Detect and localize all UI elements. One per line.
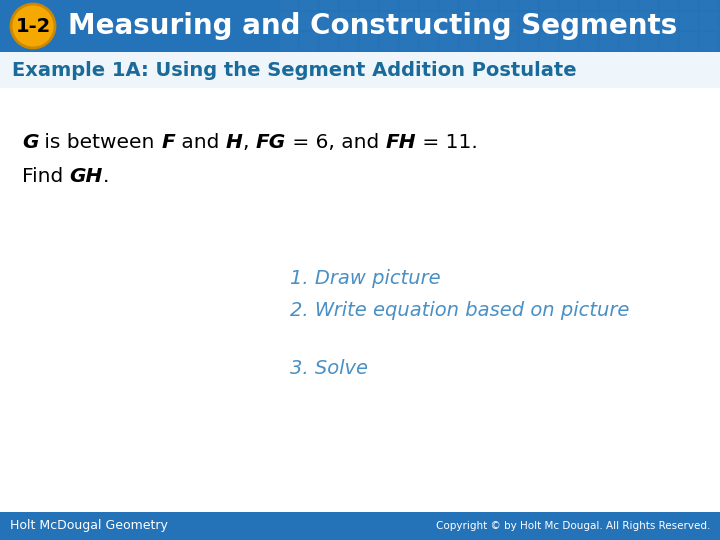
FancyBboxPatch shape: [560, 0, 578, 10]
FancyBboxPatch shape: [300, 0, 318, 10]
FancyBboxPatch shape: [560, 12, 578, 30]
FancyBboxPatch shape: [300, 12, 318, 30]
FancyBboxPatch shape: [480, 12, 498, 30]
FancyBboxPatch shape: [520, 12, 538, 30]
FancyBboxPatch shape: [360, 32, 378, 50]
FancyBboxPatch shape: [280, 0, 298, 10]
FancyBboxPatch shape: [400, 12, 418, 30]
FancyBboxPatch shape: [680, 12, 698, 30]
FancyBboxPatch shape: [360, 12, 378, 30]
FancyBboxPatch shape: [420, 32, 438, 50]
FancyBboxPatch shape: [540, 32, 558, 50]
Text: H: H: [226, 133, 243, 152]
FancyBboxPatch shape: [0, 512, 720, 540]
FancyBboxPatch shape: [400, 32, 418, 50]
Text: G: G: [22, 133, 38, 152]
FancyBboxPatch shape: [320, 32, 338, 50]
Text: FH: FH: [385, 133, 416, 152]
Text: 1-2: 1-2: [15, 17, 50, 36]
FancyBboxPatch shape: [500, 32, 518, 50]
FancyBboxPatch shape: [700, 0, 718, 10]
FancyBboxPatch shape: [320, 12, 338, 30]
FancyBboxPatch shape: [480, 32, 498, 50]
Text: FG: FG: [256, 133, 286, 152]
Text: Measuring and Constructing Segments: Measuring and Constructing Segments: [68, 12, 678, 40]
FancyBboxPatch shape: [520, 0, 538, 10]
Text: ,: ,: [243, 133, 256, 152]
FancyBboxPatch shape: [680, 32, 698, 50]
Text: and: and: [175, 133, 226, 152]
FancyBboxPatch shape: [420, 0, 438, 10]
Text: Example 1A: Using the Segment Addition Postulate: Example 1A: Using the Segment Addition P…: [12, 60, 577, 79]
FancyBboxPatch shape: [0, 52, 720, 88]
FancyBboxPatch shape: [600, 12, 618, 30]
FancyBboxPatch shape: [540, 0, 558, 10]
FancyBboxPatch shape: [560, 32, 578, 50]
Text: .: .: [103, 167, 109, 186]
FancyBboxPatch shape: [500, 12, 518, 30]
FancyBboxPatch shape: [400, 0, 418, 10]
FancyBboxPatch shape: [600, 0, 618, 10]
Text: = 6, and: = 6, and: [286, 133, 385, 152]
FancyBboxPatch shape: [620, 12, 638, 30]
FancyBboxPatch shape: [580, 32, 598, 50]
FancyBboxPatch shape: [340, 0, 358, 10]
Circle shape: [11, 4, 55, 48]
FancyBboxPatch shape: [300, 32, 318, 50]
Text: Find: Find: [22, 167, 70, 186]
FancyBboxPatch shape: [580, 12, 598, 30]
Text: 2. Write equation based on picture: 2. Write equation based on picture: [290, 300, 629, 320]
Text: GH: GH: [70, 167, 103, 186]
FancyBboxPatch shape: [460, 0, 478, 10]
FancyBboxPatch shape: [640, 0, 658, 10]
FancyBboxPatch shape: [580, 0, 598, 10]
Text: = 11.: = 11.: [416, 133, 478, 152]
FancyBboxPatch shape: [340, 12, 358, 30]
FancyBboxPatch shape: [660, 32, 678, 50]
FancyBboxPatch shape: [520, 32, 538, 50]
Text: F: F: [161, 133, 175, 152]
FancyBboxPatch shape: [440, 0, 458, 10]
FancyBboxPatch shape: [460, 32, 478, 50]
Text: Holt McDougal Geometry: Holt McDougal Geometry: [10, 519, 168, 532]
FancyBboxPatch shape: [700, 12, 718, 30]
FancyBboxPatch shape: [600, 32, 618, 50]
FancyBboxPatch shape: [500, 0, 518, 10]
Text: 3. Solve: 3. Solve: [290, 359, 368, 377]
FancyBboxPatch shape: [700, 32, 718, 50]
FancyBboxPatch shape: [540, 12, 558, 30]
FancyBboxPatch shape: [660, 0, 678, 10]
FancyBboxPatch shape: [280, 12, 298, 30]
FancyBboxPatch shape: [680, 0, 698, 10]
FancyBboxPatch shape: [440, 32, 458, 50]
FancyBboxPatch shape: [0, 0, 720, 52]
FancyBboxPatch shape: [480, 0, 498, 10]
FancyBboxPatch shape: [660, 12, 678, 30]
FancyBboxPatch shape: [320, 0, 338, 10]
FancyBboxPatch shape: [460, 12, 478, 30]
FancyBboxPatch shape: [340, 32, 358, 50]
Text: is between: is between: [38, 133, 161, 152]
FancyBboxPatch shape: [620, 32, 638, 50]
FancyBboxPatch shape: [640, 32, 658, 50]
FancyBboxPatch shape: [380, 32, 398, 50]
FancyBboxPatch shape: [360, 0, 378, 10]
FancyBboxPatch shape: [380, 12, 398, 30]
FancyBboxPatch shape: [440, 12, 458, 30]
FancyBboxPatch shape: [620, 0, 638, 10]
FancyBboxPatch shape: [640, 12, 658, 30]
FancyBboxPatch shape: [280, 32, 298, 50]
Text: Copyright © by Holt Mc Dougal. All Rights Reserved.: Copyright © by Holt Mc Dougal. All Right…: [436, 521, 710, 531]
FancyBboxPatch shape: [380, 0, 398, 10]
Text: 1. Draw picture: 1. Draw picture: [290, 268, 441, 287]
FancyBboxPatch shape: [420, 12, 438, 30]
